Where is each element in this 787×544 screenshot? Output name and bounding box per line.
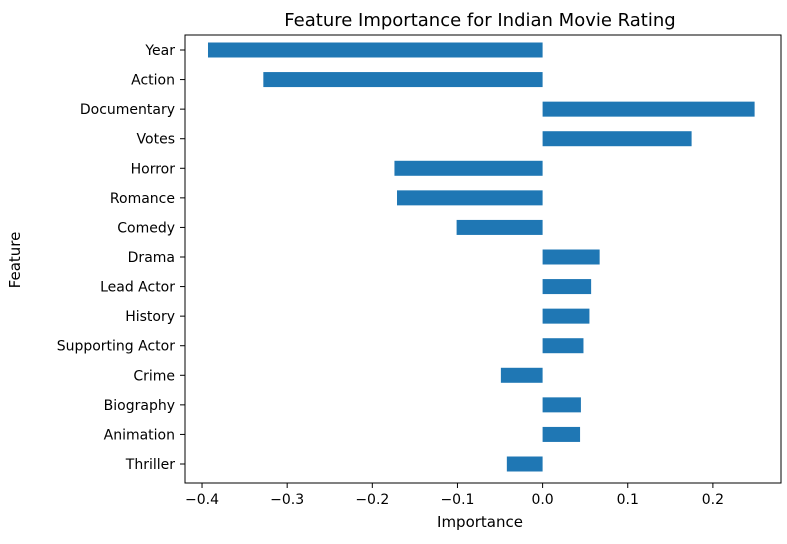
bar-supporting-actor bbox=[542, 338, 584, 354]
bar-horror bbox=[394, 160, 543, 176]
bar-romance bbox=[397, 190, 543, 206]
bar-drama bbox=[542, 249, 600, 265]
bar-lead-actor bbox=[542, 279, 592, 295]
y-tick-label: Comedy bbox=[117, 220, 175, 236]
bars-group bbox=[207, 42, 755, 472]
bar-comedy bbox=[456, 219, 543, 235]
x-tick-label: −0.2 bbox=[355, 492, 389, 508]
x-tick-label: 0.0 bbox=[531, 492, 553, 508]
y-tick-label: Biography bbox=[104, 398, 175, 414]
bar-action bbox=[263, 72, 543, 88]
bar-animation bbox=[542, 426, 581, 442]
x-axis-label: Importance bbox=[437, 513, 523, 531]
y-axis-label: Feature bbox=[6, 232, 24, 289]
y-tick-label: Supporting Actor bbox=[57, 339, 176, 355]
x-tick-label: −0.3 bbox=[270, 492, 304, 508]
y-tick-label: Lead Actor bbox=[100, 280, 175, 296]
chart-title: Feature Importance for Indian Movie Rati… bbox=[284, 10, 675, 31]
bar-biography bbox=[542, 397, 581, 413]
bar-votes bbox=[542, 131, 692, 147]
y-tick-label: Animation bbox=[104, 427, 175, 443]
x-axis-ticks: −0.4 −0.3 −0.2 −0.1 0.0 0.1 0.2 bbox=[185, 483, 724, 508]
y-tick-label: Drama bbox=[128, 250, 175, 266]
x-tick-label: 0.2 bbox=[702, 492, 724, 508]
y-axis-ticks: Year Action Documentary Votes Horror Romance C… bbox=[57, 43, 185, 473]
y-tick-label: Year bbox=[144, 43, 175, 59]
y-tick-label: Crime bbox=[133, 368, 175, 384]
bar-year bbox=[207, 42, 543, 58]
x-tick-label: −0.4 bbox=[185, 492, 219, 508]
y-tick-label: Romance bbox=[110, 191, 175, 207]
x-tick-label: 0.1 bbox=[617, 492, 639, 508]
x-tick-label: −0.1 bbox=[440, 492, 474, 508]
bar-history bbox=[542, 308, 590, 324]
bar-crime bbox=[500, 367, 543, 383]
plot-frame bbox=[184, 34, 782, 484]
bar-documentary bbox=[542, 101, 755, 117]
y-tick-label: Documentary bbox=[80, 102, 175, 118]
y-tick-label: Horror bbox=[131, 161, 176, 177]
y-tick-label: Votes bbox=[137, 132, 175, 148]
y-tick-label: Action bbox=[131, 73, 175, 89]
y-tick-label: History bbox=[125, 309, 175, 325]
bar-thriller bbox=[506, 456, 543, 472]
y-tick-label: Thriller bbox=[125, 457, 175, 473]
